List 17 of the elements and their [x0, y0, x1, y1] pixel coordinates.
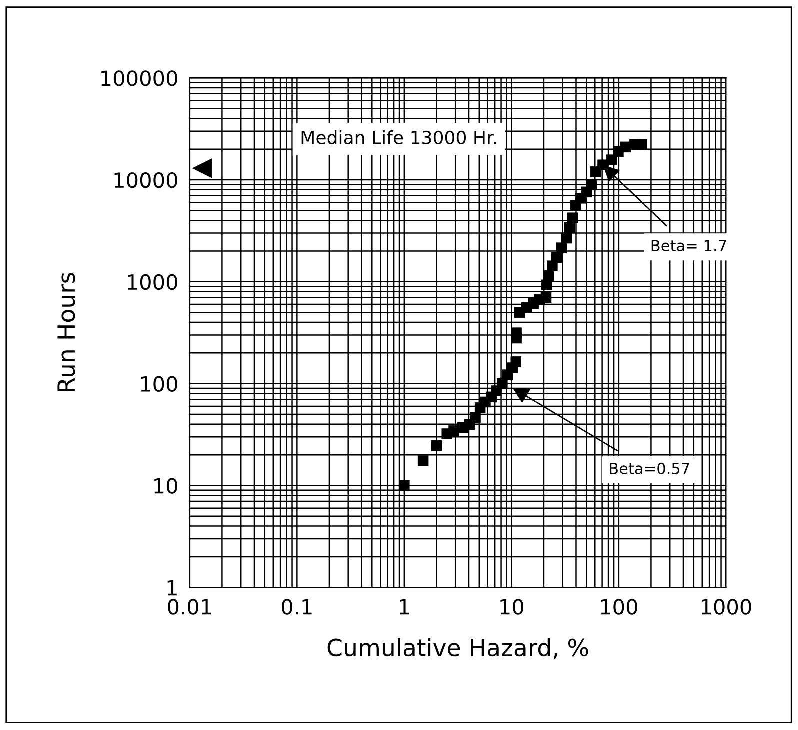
x-tick-label: 10 [500, 599, 524, 615]
y-tick-label: 100 [141, 376, 178, 392]
x-axis-title: Cumulative Hazard, % [328, 638, 588, 660]
annotation: Beta=0.57 [610, 462, 690, 474]
x-tick-label: 0.1 [282, 599, 312, 615]
x-tick-label: 100 [601, 599, 638, 615]
y-tick-label: 1000 [128, 274, 178, 290]
y-tick-label: 10 [154, 478, 178, 494]
y-tick-label: 10000 [114, 172, 178, 188]
y-axis-title: Run Hours [58, 273, 76, 392]
annotation: Beta= 1.7 [652, 240, 726, 252]
x-tick-label: 1 [400, 599, 410, 615]
x-tick-label: 0.01 [168, 599, 212, 615]
x-tick-label: 1000 [702, 599, 752, 615]
annotation: Median Life 13000 Hr. [302, 130, 496, 144]
y-tick-label: 1 [168, 580, 177, 596]
y-tick-label: 100000 [102, 70, 178, 86]
